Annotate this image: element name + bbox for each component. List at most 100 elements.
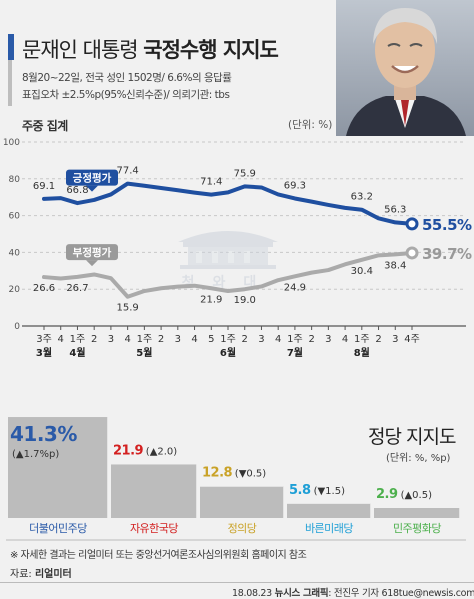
data-point [75,201,80,205]
x-tick-label: 2 [242,334,248,345]
main-chart-unit: (단위: %) [288,119,333,131]
party-bar [8,417,108,518]
data-point [243,287,247,291]
data-point [276,192,280,197]
data-point [192,191,197,195]
data-label: 30.4 [351,266,373,277]
party-bar [374,508,460,518]
x-tick-label: 1주 [220,334,236,345]
data-point [109,276,113,280]
legend-tag-positive: 긍정평가 [66,169,118,192]
x-tick-label: 5 [208,334,214,345]
party-change-label: (▲0.5) [401,490,432,501]
data-point [310,200,314,204]
party-change-label: (▲2.0) [146,446,177,457]
y-tick-label: 0 [14,322,20,332]
x-tick-label: 1주 [70,334,86,345]
x-month-label: 4월 [69,347,85,359]
party-name-label: 자유한국당 [130,522,178,535]
data-point [293,274,297,278]
x-tick-label: 2 [375,334,381,345]
data-point [176,285,180,289]
data-label: 63.2 [351,192,373,203]
party-value-label: 2.9 [376,487,398,502]
x-month-label: 6월 [220,347,236,359]
data-point [310,271,314,275]
blue-house-watermark: 청와대 [178,231,278,291]
data-point [109,192,113,197]
data-point [259,185,264,190]
data-point [326,268,330,272]
data-point [276,278,280,282]
x-tick-label: 1주 [137,334,153,345]
data-point [360,258,364,262]
x-tick-label: 3 [175,334,181,345]
x-month-label: 3월 [36,347,52,359]
party-bar-group: 21.9 (▲2.0) 자유한국당 [111,443,198,535]
data-point [209,193,213,197]
data-label: 24.9 [284,282,306,293]
x-tick-label: 4 [275,334,281,345]
x-tick-label: 4 [58,334,64,345]
party-name-label: 정의당 [228,522,257,535]
data-point [126,295,130,299]
party-bar-group: 2.9 (▲0.5) 민주평화당 [374,487,461,535]
x-tick-label: 3 [108,334,114,345]
party-bar [200,486,284,518]
x-month-label: 8월 [354,347,370,359]
data-point [376,216,381,220]
series-line [42,181,414,226]
data-label: 26.7 [66,283,88,294]
data-point [42,275,46,279]
series-name: 부정평가 [73,246,112,259]
x-tick-label: 3 [325,334,331,345]
data-point [59,196,63,200]
footer-divider [0,582,474,583]
series-name: 긍정평가 [73,172,112,185]
party-bar-group: 41.3% (▲1.7%p) 더불어민주당 [8,417,109,535]
source-line: 자료: 리얼미터 [10,569,72,580]
data-label: 66.8 [66,185,88,196]
data-point [226,190,230,195]
data-point [92,198,96,202]
party-name-label: 바른미래당 [305,522,353,535]
page-title: 문재인 대통령 국정수행 지지도 [22,38,279,62]
x-tick-label: 4 [124,334,130,345]
data-label: 75.9 [234,168,256,179]
data-point [75,275,80,279]
data-label-current: 39.7% [422,245,472,263]
party-change-label: (▲1.7%p) [12,449,59,460]
data-label: 21.9 [200,294,222,305]
series-negative: 26.6 26.7 15.9 21.9 19.0 24.9 30.4 38.4 39.7% 부정평… [33,244,473,314]
data-point [92,272,96,277]
x-tick-label: 2 [158,334,164,345]
data-point [192,284,197,288]
data-point [159,186,163,190]
data-point [159,286,163,290]
data-label: 77.4 [117,166,139,177]
data-label-current: 55.5% [422,216,472,234]
credit-line: 18.08.23 뉴시스 그래픽: 전진우 기자 618tue@newsis.c… [232,588,474,599]
data-label: 15.9 [117,303,139,314]
party-name-label: 민주평화당 [393,522,441,535]
party-value-label: 41.3% [10,422,77,446]
data-label: 69.1 [33,181,55,192]
data-point [393,252,397,257]
data-point [343,262,347,266]
party-bar-group: 5.8 (▼1.5) 바른미래당 [287,483,372,535]
data-point [393,220,397,225]
y-tick-label: 60 [9,212,21,222]
data-label: 19.0 [234,295,256,306]
party-chart-unit: (단위: %, %p) [386,453,451,464]
data-point [405,217,419,231]
y-tick-label: 20 [9,285,21,295]
chart-series: 69.1 66.8 77.4 71.4 75.9 69.3 63.2 56.3 55.5% 긍정평… [33,166,473,314]
x-month-label: 7월 [287,347,303,359]
data-point [405,246,419,260]
survey-meta-line1: 8월20~22일, 전국 성인 1502명/ 6.6%의 응답률 [22,72,232,84]
party-bar [111,464,197,518]
x-tick-label: 1주 [287,334,303,345]
party-bar [287,503,371,518]
